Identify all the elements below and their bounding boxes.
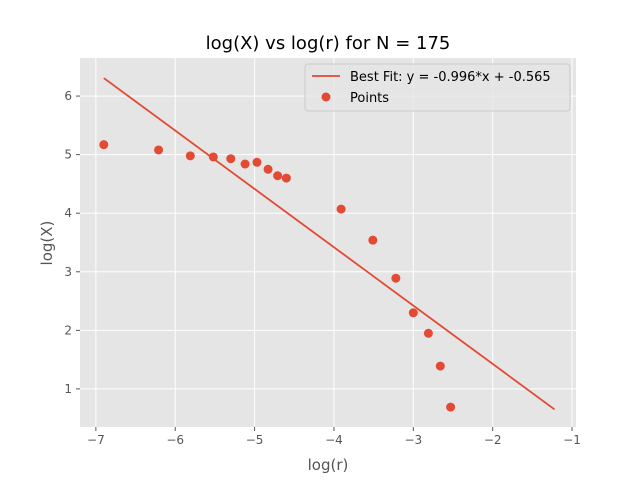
- data-point: [435, 361, 445, 371]
- data-point: [423, 328, 433, 338]
- x-tick-label: −1: [563, 433, 581, 447]
- data-point: [408, 308, 418, 318]
- data-point: [263, 164, 273, 174]
- chart-title: log(X) vs log(r) for N = 175: [206, 33, 451, 54]
- data-point: [252, 157, 262, 167]
- data-point: [273, 171, 283, 181]
- data-point: [240, 159, 250, 169]
- legend-label-points: Points: [350, 91, 389, 106]
- data-layer: [99, 77, 556, 412]
- data-point: [281, 173, 291, 183]
- data-point: [208, 152, 218, 162]
- y-tick-label: 3: [64, 265, 72, 279]
- grid-lines: [80, 58, 576, 427]
- best-fit-line: [103, 77, 556, 411]
- x-tick-label: −6: [166, 433, 184, 447]
- data-point: [154, 145, 164, 155]
- x-tick-label: −3: [404, 433, 422, 447]
- data-point: [336, 204, 346, 214]
- legend: Best Fit: y = -0.996*x + -0.565 Points: [304, 63, 571, 112]
- y-tick-label: 6: [64, 89, 72, 103]
- legend-box: [304, 63, 571, 112]
- data-point: [99, 140, 109, 150]
- x-tick-label: −4: [325, 433, 343, 447]
- y-tick-label: 5: [64, 148, 72, 162]
- data-point: [368, 235, 378, 245]
- x-axis-label: log(r): [308, 456, 349, 474]
- x-tick-label: −2: [484, 433, 502, 447]
- axis-ticks: −7 −6 −5 −4 −3 −2 −1 1 2 3 4 5 6: [64, 89, 581, 447]
- x-tick-label: −5: [246, 433, 264, 447]
- y-tick-label: 1: [64, 382, 72, 396]
- data-point: [185, 151, 195, 161]
- y-tick-label: 2: [64, 323, 72, 337]
- y-tick-label: 4: [64, 206, 72, 220]
- x-tick-label: −7: [87, 433, 105, 447]
- data-point: [446, 402, 456, 412]
- y-axis-label: log(X): [38, 221, 56, 266]
- data-point: [391, 273, 401, 283]
- legend-label-best-fit: Best Fit: y = -0.996*x + -0.565: [350, 70, 551, 85]
- legend-point-swatch: [321, 92, 331, 102]
- data-point: [226, 154, 236, 164]
